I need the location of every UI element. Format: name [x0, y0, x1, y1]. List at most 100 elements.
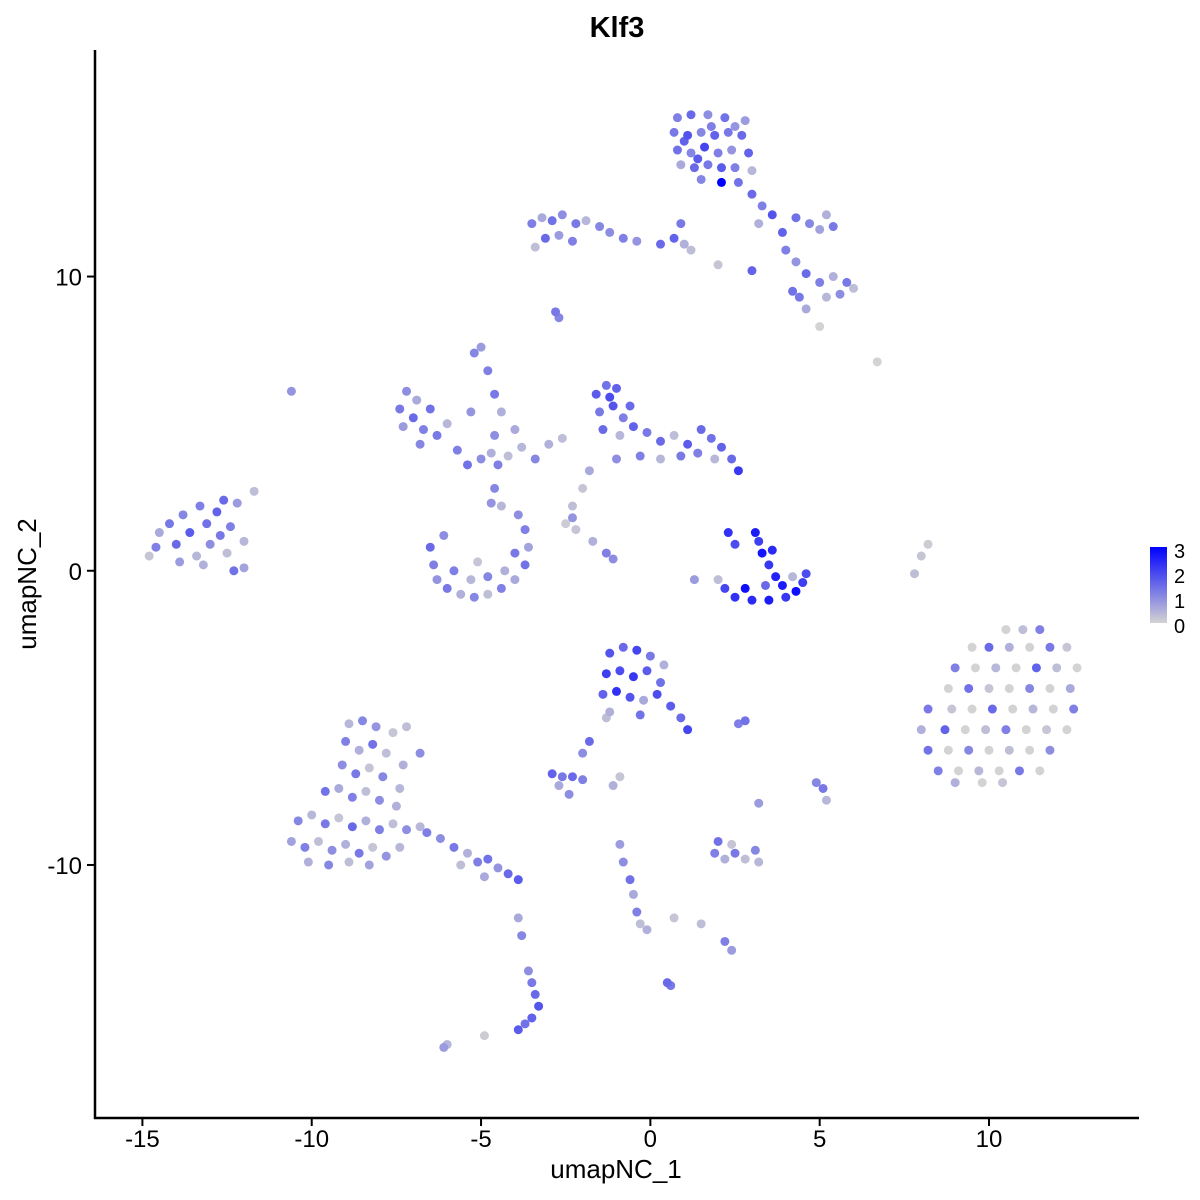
cell-point	[212, 507, 222, 517]
cell-point	[676, 451, 686, 461]
cell-point	[483, 572, 493, 582]
cell-point	[970, 663, 980, 673]
cell-point	[815, 224, 825, 234]
cell-point	[947, 704, 957, 714]
cell-point	[1004, 642, 1014, 652]
cell-point	[469, 592, 479, 602]
cell-point	[1001, 725, 1011, 735]
cell-point	[676, 713, 686, 723]
cell-point	[567, 501, 577, 511]
cell-point	[510, 575, 520, 585]
cell-point	[916, 725, 926, 735]
cell-point	[788, 286, 798, 296]
cell-point	[693, 448, 703, 458]
cell-point	[1052, 663, 1062, 673]
cell-point	[571, 219, 581, 229]
cell-point	[510, 548, 520, 558]
cell-point	[239, 563, 249, 573]
cell-point	[801, 304, 811, 314]
cell-point	[520, 560, 530, 570]
cell-point	[479, 1031, 489, 1041]
cell-point	[727, 454, 737, 464]
cell-point	[818, 783, 828, 793]
cell-point	[222, 548, 232, 558]
cell-point	[503, 451, 513, 461]
cell-point	[632, 645, 642, 655]
cell-point	[1069, 704, 1079, 714]
cell-point	[527, 219, 537, 229]
cell-point	[537, 213, 547, 223]
cell-point	[727, 839, 737, 849]
cell-point	[693, 154, 703, 164]
cell-point	[696, 174, 706, 184]
cell-point	[676, 160, 686, 170]
cell-point	[341, 839, 351, 849]
legend-label-3: 3	[1174, 541, 1185, 563]
cell-point	[185, 528, 195, 538]
cell-point	[984, 642, 994, 652]
cell-point	[828, 222, 838, 232]
cell-point	[584, 736, 594, 746]
cell-point	[601, 380, 611, 390]
cell-point	[192, 551, 202, 561]
cell-point	[601, 548, 611, 558]
cell-point	[730, 592, 740, 602]
chart-title: Klf3	[590, 12, 645, 44]
cell-point	[425, 542, 435, 552]
cell-point	[1031, 663, 1041, 673]
cell-point	[632, 907, 642, 917]
cell-point	[615, 430, 625, 440]
cell-point	[625, 875, 635, 885]
cell-point	[395, 842, 405, 852]
cell-point	[733, 466, 743, 476]
cell-point	[1035, 625, 1045, 635]
cell-point	[557, 210, 567, 220]
points-layer	[144, 110, 1082, 1052]
cell-point	[727, 145, 737, 155]
cell-point	[388, 728, 398, 738]
cell-point	[517, 442, 527, 452]
cell-point	[625, 692, 635, 702]
x-tick-label: -10	[294, 1126, 329, 1153]
cell-point	[635, 710, 645, 720]
cell-point	[490, 430, 500, 440]
cell-point	[517, 931, 527, 941]
cell-point	[1011, 663, 1021, 673]
cell-point	[368, 842, 378, 852]
cell-point	[581, 216, 591, 226]
cell-point	[635, 919, 645, 929]
cell-point	[635, 451, 645, 461]
cell-point	[757, 548, 767, 558]
cell-point	[618, 642, 628, 652]
cell-point	[1048, 704, 1058, 714]
cell-point	[351, 769, 361, 779]
cell-point	[744, 148, 754, 158]
cell-point	[374, 795, 384, 805]
cell-point	[686, 110, 696, 120]
cell-point	[720, 583, 730, 593]
cell-point	[964, 745, 974, 755]
cell-point	[314, 836, 323, 846]
cell-point	[849, 283, 859, 293]
x-tick-label: 10	[976, 1126, 1003, 1153]
cell-point	[520, 525, 530, 535]
cell-point	[205, 539, 215, 549]
cell-point	[872, 357, 882, 367]
cell-point	[950, 663, 960, 673]
cell-point	[232, 498, 242, 508]
cell-point	[578, 748, 588, 758]
cell-point	[730, 539, 740, 549]
cell-point	[967, 704, 977, 714]
cell-point	[994, 766, 1004, 776]
cell-point	[320, 819, 330, 829]
cell-point	[700, 142, 710, 152]
cell-point	[388, 819, 398, 829]
cell-point	[618, 857, 628, 867]
cell-point	[781, 245, 791, 255]
cell-point	[324, 860, 334, 870]
cell-point	[334, 813, 344, 823]
cell-point	[154, 528, 164, 538]
cell-point	[916, 551, 926, 561]
cell-point	[974, 766, 984, 776]
cell-point	[1042, 725, 1052, 735]
